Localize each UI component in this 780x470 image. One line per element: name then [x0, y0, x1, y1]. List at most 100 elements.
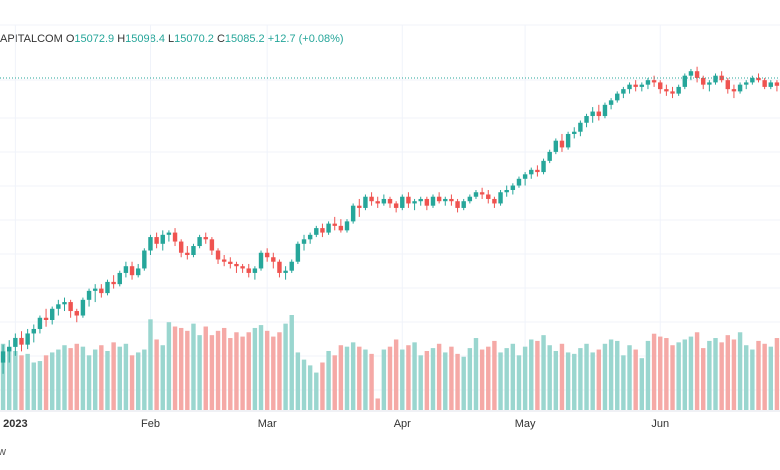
- candle: [768, 80, 773, 90]
- volume-bar: [602, 343, 608, 410]
- candle: [602, 102, 608, 119]
- candle: [406, 192, 411, 208]
- candle: [492, 196, 497, 208]
- candle-body: [209, 239, 215, 251]
- volume-bar: [19, 355, 24, 410]
- candle: [572, 127, 577, 139]
- volume-bar: [7, 346, 12, 410]
- candle: [756, 73, 761, 83]
- volume-bar: [80, 346, 86, 410]
- candle-body: [486, 194, 491, 199]
- candle-body: [252, 268, 258, 273]
- candle: [565, 131, 571, 150]
- volume-bar: [553, 350, 559, 410]
- candle: [584, 113, 589, 128]
- volume-bar: [369, 353, 374, 410]
- candle-body: [314, 228, 319, 235]
- candle: [74, 308, 79, 323]
- candle-body: [37, 317, 43, 329]
- candle-body: [522, 174, 528, 179]
- candle: [381, 194, 387, 206]
- candles: [0, 66, 780, 374]
- candle-body: [357, 205, 362, 208]
- candle: [166, 230, 172, 242]
- volume-bar: [565, 352, 571, 410]
- volume-bar: [283, 323, 288, 410]
- open-value: 15072.9: [74, 33, 115, 45]
- candle-body: [498, 192, 503, 204]
- volume-bar: [363, 349, 368, 410]
- candle-body: [375, 201, 380, 204]
- candle-body: [553, 140, 559, 152]
- volume-bar: [547, 345, 552, 410]
- candle-body: [185, 252, 190, 255]
- candle-body: [412, 201, 417, 204]
- candle-body: [148, 237, 153, 251]
- candle-body: [670, 91, 675, 94]
- volume-bar: [694, 332, 700, 410]
- candle-body: [338, 225, 344, 231]
- volume-bar: [541, 335, 546, 410]
- volume-bar: [645, 340, 651, 410]
- volume-bar: [768, 346, 773, 410]
- candle: [651, 75, 657, 87]
- candle: [111, 275, 116, 289]
- volume-bar: [750, 349, 755, 410]
- candle: [307, 232, 313, 244]
- candle: [424, 196, 430, 211]
- candle: [320, 223, 325, 238]
- candle-body: [535, 169, 540, 173]
- volume-bar: [271, 336, 276, 410]
- volume-bar: [197, 335, 202, 410]
- volume-bar: [252, 327, 258, 410]
- candle-body: [750, 77, 755, 83]
- x-tick-label: Feb: [141, 418, 160, 430]
- candle: [375, 196, 380, 208]
- candle-body: [387, 198, 393, 204]
- candle-body: [707, 82, 712, 85]
- volume-bar: [670, 345, 675, 410]
- volume-bar: [627, 345, 632, 410]
- volume-bar: [289, 315, 294, 410]
- low-value: 15070.2: [174, 33, 214, 45]
- x-tick-label: May: [515, 418, 536, 430]
- candle: [99, 284, 104, 298]
- candle-body: [443, 198, 448, 202]
- candle-body: [111, 281, 116, 285]
- candle: [719, 71, 724, 83]
- candle-body: [172, 232, 178, 242]
- candle: [529, 167, 534, 179]
- candle: [559, 133, 565, 152]
- candle: [246, 263, 251, 278]
- low-label: L: [168, 33, 175, 45]
- candle: [191, 243, 196, 258]
- candle: [590, 107, 595, 123]
- volume-bar: [307, 365, 313, 410]
- volume-bar: [234, 332, 239, 410]
- candle: [172, 228, 178, 247]
- candle-body: [0, 351, 6, 363]
- candle-body: [578, 122, 583, 132]
- candle-body: [492, 198, 497, 204]
- candle: [148, 234, 153, 255]
- volume-bar: [387, 346, 393, 410]
- candle: [504, 185, 509, 197]
- candle: [363, 194, 368, 211]
- candle: [264, 248, 270, 262]
- volume-bar: [135, 352, 141, 410]
- candle-body: [756, 77, 761, 81]
- candle: [762, 77, 767, 90]
- candle: [338, 219, 344, 233]
- volume-bar: [209, 335, 215, 410]
- volume-bar: [443, 352, 448, 410]
- candle: [369, 192, 374, 206]
- x-tick-label: Apr: [394, 418, 411, 430]
- candle: [31, 324, 36, 343]
- candle: [418, 196, 423, 206]
- candle-body: [590, 111, 595, 117]
- candle-body: [430, 196, 436, 206]
- volume-bar: [332, 355, 337, 410]
- volume-bar: [160, 345, 165, 410]
- candle: [541, 158, 546, 175]
